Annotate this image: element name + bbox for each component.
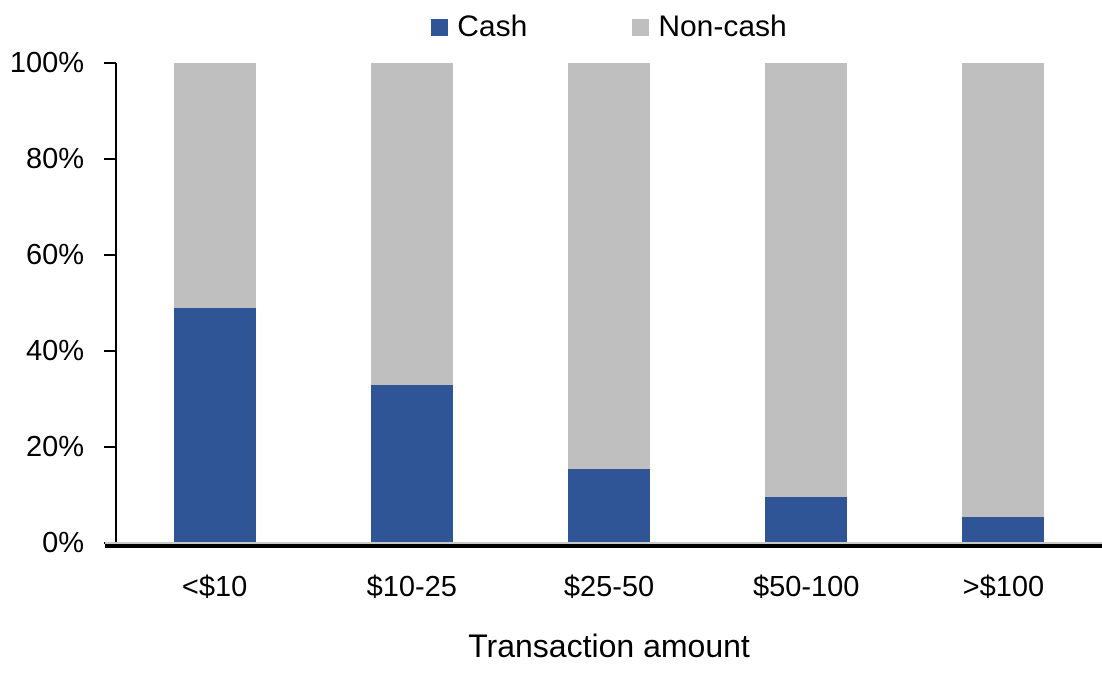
- legend-item-noncash: Non-cash: [632, 10, 787, 44]
- legend-label-cash: Cash: [457, 10, 528, 43]
- legend-item-cash: Cash: [431, 10, 527, 44]
- legend-swatch-noncash-icon: [632, 18, 650, 36]
- y-tick-label: 80%: [25, 143, 84, 175]
- y-tick-label: 40%: [25, 335, 84, 367]
- x-tick-label: $25-50: [563, 571, 655, 603]
- y-tick-label: 100%: [9, 47, 84, 79]
- x-axis-line: [105, 544, 1102, 548]
- chart-legend: Cash Non-cash: [116, 10, 1102, 44]
- bar-segment-noncash: [765, 63, 848, 498]
- x-axis-title: Transaction amount: [468, 628, 750, 664]
- y-axis-line: [115, 63, 117, 544]
- bar-segment-cash: [173, 307, 256, 543]
- x-tick-label: $50-100: [752, 571, 860, 603]
- bar-segment-noncash: [962, 63, 1045, 517]
- y-axis-tick: [104, 446, 116, 448]
- x-tick-label: $10-25: [366, 571, 457, 603]
- legend-swatch-cash-icon: [431, 18, 449, 36]
- bar-segment-cash: [962, 516, 1045, 543]
- bar-segment-cash: [370, 384, 453, 543]
- bar-segment-noncash: [173, 63, 256, 308]
- bar-segment-cash: [568, 468, 650, 543]
- zero-gridline: [105, 542, 1102, 544]
- x-tick-label: >$100: [962, 571, 1045, 603]
- y-tick-label: 60%: [25, 239, 84, 271]
- y-axis-tick: [104, 350, 116, 352]
- y-axis-tick: [104, 158, 116, 160]
- y-axis-tick: [104, 254, 116, 256]
- bar-segment-noncash: [568, 63, 650, 469]
- bar-segment-cash: [765, 497, 848, 543]
- legend-label-noncash: Non-cash: [658, 10, 787, 43]
- x-tick-label: <$10: [181, 571, 248, 603]
- bar-segment-noncash: [370, 63, 453, 385]
- y-tick-label: 20%: [25, 431, 84, 463]
- y-axis-tick: [104, 62, 116, 64]
- y-tick-label: 0%: [42, 527, 84, 559]
